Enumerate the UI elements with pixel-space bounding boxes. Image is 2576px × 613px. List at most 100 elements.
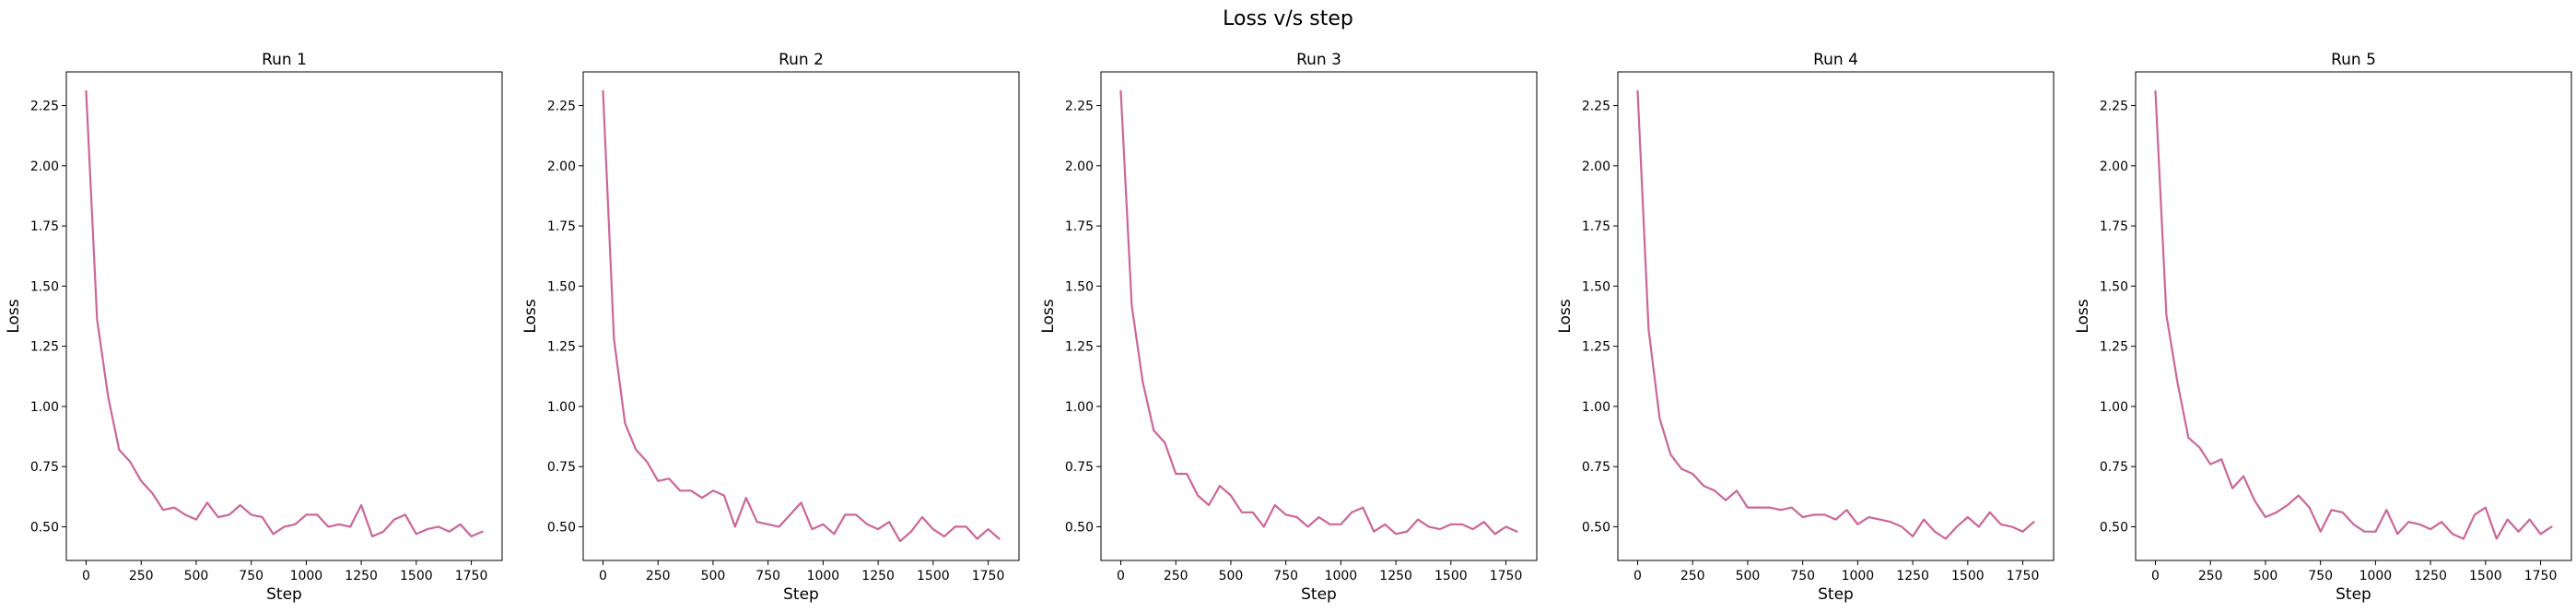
data-point <box>2231 488 2233 489</box>
data-point <box>173 507 175 509</box>
data-point <box>2165 314 2167 316</box>
data-point <box>2309 507 2311 509</box>
data-point <box>679 489 681 491</box>
data-point <box>1472 528 1474 530</box>
data-point <box>657 480 659 482</box>
data-point <box>316 513 318 515</box>
y-tick-label: 1.75 <box>1582 219 1610 234</box>
data-point <box>646 461 648 463</box>
data-point <box>635 449 637 451</box>
subplot-run-3: Run 3 0.50 0.75 1.00 1.25 1.50 1.75 2.00 2.25 0 25… <box>1039 51 1538 604</box>
data-point <box>1714 489 1715 491</box>
data-point <box>2209 464 2211 466</box>
x-tick-label: 500 <box>1736 569 1761 584</box>
data-point <box>2496 538 2498 540</box>
data-point <box>2407 521 2409 523</box>
data-point <box>1186 473 1188 475</box>
data-point <box>1329 524 1330 525</box>
x-tick-label: 750 <box>239 569 263 584</box>
x-tick-label: 1000 <box>290 569 323 584</box>
y-tick-label: 1.50 <box>1065 279 1094 294</box>
data-point <box>449 531 451 533</box>
data-point <box>371 536 373 537</box>
data-point <box>801 501 802 503</box>
y-tick-label: 1.50 <box>547 279 576 294</box>
x-axis-label: Step <box>266 585 302 604</box>
data-point <box>2254 500 2255 501</box>
data-point <box>1395 533 1397 535</box>
data-point <box>2374 531 2376 533</box>
data-point <box>1130 304 1132 306</box>
data-point <box>382 531 384 533</box>
subplot-title: Run 4 <box>1813 51 1858 69</box>
data-point <box>2485 507 2487 509</box>
data-point <box>613 338 615 340</box>
x-tick-label: 1750 <box>1490 569 1523 584</box>
data-point <box>1318 516 1320 518</box>
x-tick-label: 1750 <box>2524 569 2558 584</box>
data-point <box>1142 382 1143 383</box>
data-point <box>1824 513 1826 515</box>
data-point <box>2353 524 2355 525</box>
subplot-run-5: Run 5 0.50 0.75 1.00 1.25 1.50 1.75 2.00 2.25 0 25… <box>2074 51 2572 604</box>
data-point <box>1197 495 1199 497</box>
x-tick-label: 1750 <box>455 569 488 584</box>
y-axis-label: Loss <box>521 299 540 333</box>
data-point <box>1791 507 1793 509</box>
y-tick-label: 0.75 <box>1582 460 1610 475</box>
data-point <box>482 531 484 533</box>
x-tick-label: 1500 <box>2469 569 2502 584</box>
x-tick-label: 750 <box>755 569 780 584</box>
data-point <box>866 524 868 525</box>
y-tick-label: 1.75 <box>30 219 59 234</box>
data-point <box>756 521 758 523</box>
x-tick-label: 1000 <box>807 569 840 584</box>
data-point <box>1428 525 1430 527</box>
data-point <box>438 525 439 527</box>
data-point <box>1153 430 1154 431</box>
y-tick-label: 1.00 <box>1582 400 1610 415</box>
plot-frame <box>1100 71 1538 561</box>
data-point <box>2463 538 2465 540</box>
data-point <box>943 536 945 537</box>
y-tick-label: 0.50 <box>30 520 59 535</box>
data-point <box>833 533 835 535</box>
data-point <box>1856 524 1858 525</box>
data-point <box>1351 512 1352 513</box>
x-axis-label: Step <box>783 585 819 604</box>
data-point <box>1516 531 1518 533</box>
x-tick-label: 1500 <box>400 569 433 584</box>
data-point <box>910 531 912 533</box>
data-point <box>273 533 275 535</box>
data-point <box>1978 525 1980 527</box>
x-tick-label: 1750 <box>972 569 1005 584</box>
data-point <box>2507 519 2509 521</box>
x-tick-label: 500 <box>2254 569 2278 584</box>
data-point <box>2363 531 2365 533</box>
data-point <box>1461 524 1463 525</box>
data-point <box>1669 454 1671 455</box>
y-tick-label: 1.00 <box>547 400 576 415</box>
data-point <box>349 525 351 527</box>
data-point <box>1439 528 1441 530</box>
y-tick-label: 1.00 <box>1065 400 1094 415</box>
x-axis-label: Step <box>2336 585 2371 604</box>
data-point <box>855 513 857 515</box>
plot-frame <box>1617 71 2055 561</box>
y-tick-label: 1.50 <box>2100 279 2128 294</box>
y-tick-label: 0.75 <box>1065 460 1094 475</box>
data-point <box>1208 504 1210 506</box>
data-point <box>107 396 109 398</box>
subplot-run-1: Run 1 0.50 0.75 1.00 1.25 1.50 1.75 2.00 2.25 0 25… <box>5 51 503 604</box>
data-point <box>921 516 923 518</box>
data-point <box>723 495 725 497</box>
y-tick-label: 1.75 <box>1065 219 1094 234</box>
data-point <box>416 533 417 535</box>
x-tick-label: 500 <box>1219 569 1244 584</box>
data-point <box>2242 476 2244 477</box>
x-tick-label: 500 <box>701 569 726 584</box>
data-point <box>240 504 241 506</box>
data-point <box>1340 524 1341 525</box>
x-tick-label: 1250 <box>1379 569 1412 584</box>
data-point <box>1285 513 1287 515</box>
